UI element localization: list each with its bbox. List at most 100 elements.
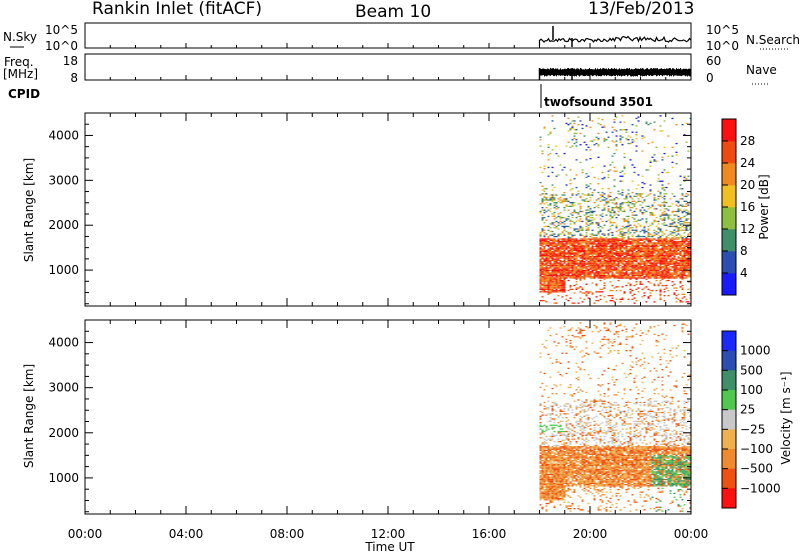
- range-cell: [662, 274, 664, 275]
- range-cell: [602, 237, 604, 238]
- range-cell: [562, 202, 564, 203]
- range-cell: [572, 128, 574, 129]
- range-cell: [556, 497, 558, 498]
- range-cell: [614, 260, 616, 261]
- range-cell: [658, 250, 660, 251]
- range-cell: [564, 249, 566, 250]
- range-cell: [630, 264, 632, 265]
- range-cell: [552, 388, 554, 389]
- range-cell: [552, 281, 554, 282]
- range-cell: [600, 237, 602, 238]
- range-cell: [680, 249, 682, 250]
- range-cell: [654, 129, 656, 130]
- range-cell: [662, 250, 664, 251]
- range-cell: [586, 262, 588, 263]
- range-cell: [624, 153, 626, 154]
- range-cell: [686, 255, 688, 256]
- range-cell: [584, 259, 586, 260]
- range-cell: [660, 218, 662, 219]
- range-cell: [602, 216, 604, 217]
- range-cell: [550, 450, 552, 451]
- range-cell: [560, 473, 562, 474]
- range-cell: [666, 275, 668, 276]
- range-cell: [586, 125, 588, 126]
- range-cell: [602, 277, 604, 278]
- range-cell: [540, 259, 542, 260]
- range-cell: [554, 194, 556, 195]
- range-cell: [542, 457, 544, 458]
- range-cell: [634, 245, 636, 246]
- range-cell: [640, 247, 642, 248]
- range-cell: [596, 260, 598, 261]
- range-cell: [574, 120, 576, 121]
- range-cell: [540, 235, 542, 236]
- range-cell: [542, 396, 544, 397]
- range-cell: [644, 274, 646, 275]
- range-cell: [544, 259, 546, 260]
- range-cell: [572, 474, 574, 475]
- range-cell: [544, 249, 546, 250]
- range-cell: [598, 205, 600, 206]
- range-cell: [550, 497, 552, 498]
- range-cell: [550, 456, 552, 457]
- range-cell: [628, 274, 630, 275]
- range-cell: [552, 495, 554, 496]
- range-cell: [568, 470, 570, 471]
- range-cell: [676, 265, 678, 266]
- range-cell: [554, 218, 556, 219]
- range-cell: [574, 223, 576, 224]
- range-cell: [568, 271, 570, 272]
- range-cell: [622, 207, 624, 208]
- range-cell: [562, 461, 564, 462]
- range-cell: [610, 232, 612, 233]
- range-cell: [652, 265, 654, 266]
- range-cell: [670, 243, 672, 244]
- range-cell: [654, 301, 656, 302]
- range-cell: [676, 205, 678, 206]
- range-cell: [664, 264, 666, 265]
- range-cell: [648, 289, 650, 290]
- range-cell: [642, 289, 644, 290]
- range-cell: [542, 270, 544, 271]
- range-cell: [568, 237, 570, 238]
- range-cell: [556, 411, 558, 412]
- range-cell: [546, 226, 548, 227]
- range-cell: [582, 241, 584, 242]
- range-cell: [584, 270, 586, 271]
- range-cell: [684, 252, 686, 253]
- range-cell: [542, 153, 544, 154]
- range-cell: [550, 198, 552, 199]
- range-cell: [660, 181, 662, 182]
- range-cell: [628, 251, 630, 252]
- range-cell: [542, 172, 544, 173]
- range-cell: [576, 279, 578, 280]
- range-cell: [570, 252, 572, 253]
- range-cell: [644, 201, 646, 202]
- range-cell: [580, 261, 582, 262]
- range-cell: [612, 217, 614, 218]
- range-cell: [542, 476, 544, 477]
- range-cell: [570, 220, 572, 221]
- range-cell: [556, 469, 558, 470]
- range-cell: [544, 470, 546, 471]
- range-cell: [598, 274, 600, 275]
- range-cell: [592, 245, 594, 246]
- range-cell: [564, 279, 566, 280]
- range-cell: [560, 286, 562, 287]
- range-cell: [560, 431, 562, 432]
- range-cell: [576, 264, 578, 265]
- range-cell: [670, 240, 672, 241]
- range-cell: [548, 246, 550, 247]
- range-cell: [540, 428, 542, 429]
- range-cell: [554, 471, 556, 472]
- range-cell: [644, 241, 646, 242]
- range-cell: [600, 230, 602, 231]
- range-cell: [642, 187, 644, 188]
- range-cell: [656, 245, 658, 246]
- range-cell: [606, 251, 608, 252]
- range-cell: [660, 228, 662, 229]
- range-cell: [566, 231, 568, 232]
- range-cell: [640, 271, 642, 272]
- range-cell: [552, 269, 554, 270]
- range-cell: [620, 236, 622, 237]
